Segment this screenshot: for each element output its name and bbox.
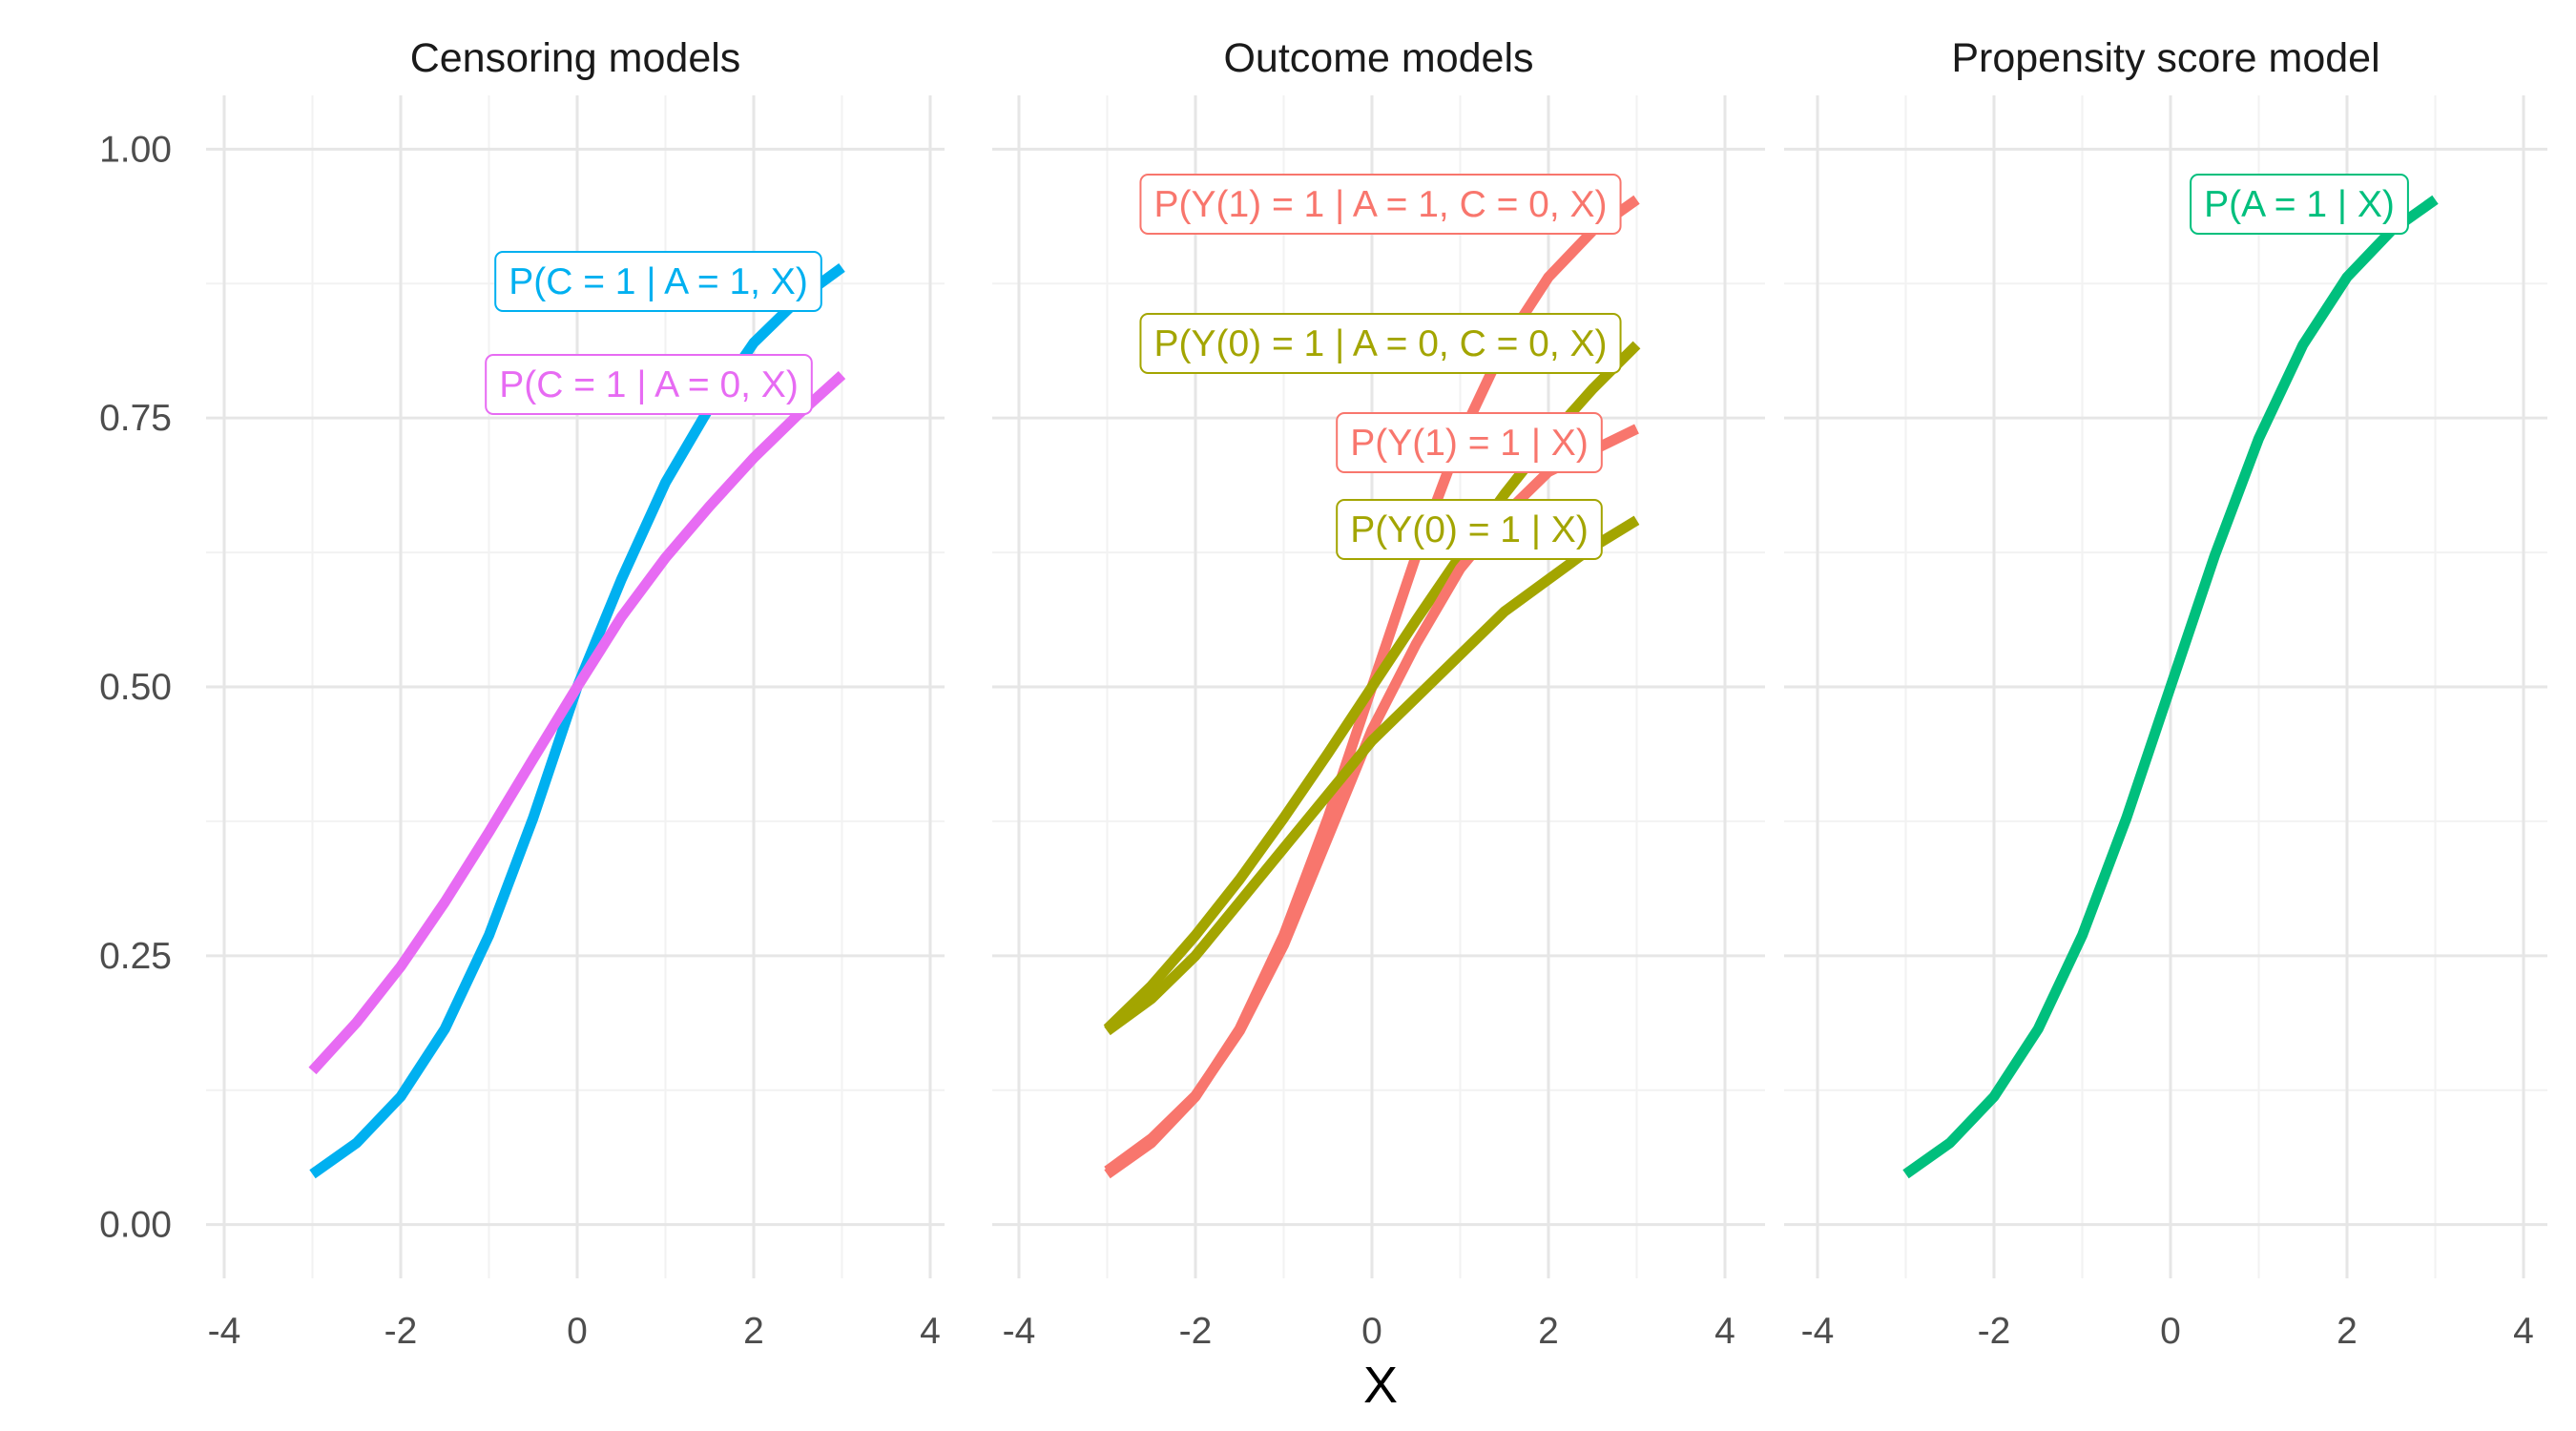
series-label: P(Y(1) = 1 | X) [1336, 412, 1603, 473]
y-tick-label: 0.75 [99, 398, 172, 439]
panel-title: Outcome models [1223, 35, 1533, 81]
series-label-text: P(C = 1 | A = 0, X) [499, 364, 799, 405]
panel: Propensity score model -4 -2 0 2 4 P(A = 1 | X… [1784, 35, 2547, 1352]
panel-title: Censoring models [410, 35, 741, 81]
series-label-text: P(Y(1) = 1 | X) [1350, 423, 1589, 464]
series-line [308, 371, 846, 1075]
x-tick-label: -4 [1003, 1311, 1036, 1352]
series-label-text: P(Y(0) = 1 | A = 0, C = 0, X) [1153, 323, 1607, 364]
series-label: P(C = 1 | A = 0, X) [485, 354, 813, 415]
series-label: P(Y(0) = 1 | A = 0, C = 0, X) [1139, 313, 1622, 374]
series-label: P(A = 1 | X) [2190, 174, 2409, 235]
series-line [1902, 195, 2439, 1179]
x-tick-label: 2 [1538, 1311, 1559, 1352]
panel-title: Propensity score model [1951, 35, 2379, 81]
series-label: P(Y(1) = 1 | A = 1, C = 0, X) [1139, 174, 1622, 235]
series-label-text: P(Y(0) = 1 | X) [1350, 509, 1589, 550]
series-label-box [1336, 499, 1603, 560]
panel: Censoring models -4 -2 0 2 4 P(C = 1 | A = 1, … [206, 35, 945, 1352]
panels-root: Censoring models -4 -2 0 2 4 P(C = 1 | A = 1, … [206, 35, 2547, 1352]
x-tick-label: -2 [384, 1311, 418, 1352]
x-tick-label: 4 [1714, 1311, 1735, 1352]
series-label-box [1139, 174, 1622, 235]
x-tick-label: -4 [1801, 1311, 1835, 1352]
series-line [1104, 515, 1640, 1036]
series-label-text: P(Y(1) = 1 | A = 1, C = 0, X) [1153, 184, 1607, 225]
x-tick-label: 0 [1361, 1311, 1382, 1352]
y-tick-label: 0.25 [99, 936, 172, 977]
x-tick-label: 4 [920, 1311, 941, 1352]
series-label: P(C = 1 | A = 1, X) [494, 251, 822, 312]
x-tick-label: 2 [743, 1311, 764, 1352]
series-label: P(Y(0) = 1 | X) [1336, 499, 1603, 560]
y-tick-label: 1.00 [99, 129, 172, 170]
x-axis-title: X [1363, 1357, 1398, 1414]
x-tick-label: 2 [2337, 1311, 2358, 1352]
x-tick-label: 0 [567, 1311, 588, 1352]
x-tick-label: -4 [208, 1311, 241, 1352]
y-axis: 0.00 0.25 0.50 0.75 1.00 [99, 129, 172, 1245]
series-label-text: P(A = 1 | X) [2204, 184, 2395, 225]
series-label-text: P(C = 1 | A = 1, X) [509, 261, 808, 302]
y-tick-label: 0.50 [99, 667, 172, 708]
series-label-box [485, 354, 813, 415]
y-tick-label: 0.00 [99, 1205, 172, 1246]
x-tick-label: -2 [1978, 1311, 2011, 1352]
x-tick-label: 0 [2160, 1311, 2181, 1352]
panel: Outcome models -4 -2 0 2 4 P(Y(1) = 1 | A = 1,… [992, 35, 1765, 1352]
series-label-box [1139, 313, 1622, 374]
x-tick-label: -2 [1179, 1311, 1213, 1352]
series-label-box [2190, 174, 2409, 235]
x-tick-label: 4 [2513, 1311, 2534, 1352]
series-label-box [494, 251, 822, 312]
series-label-box [1336, 412, 1603, 473]
